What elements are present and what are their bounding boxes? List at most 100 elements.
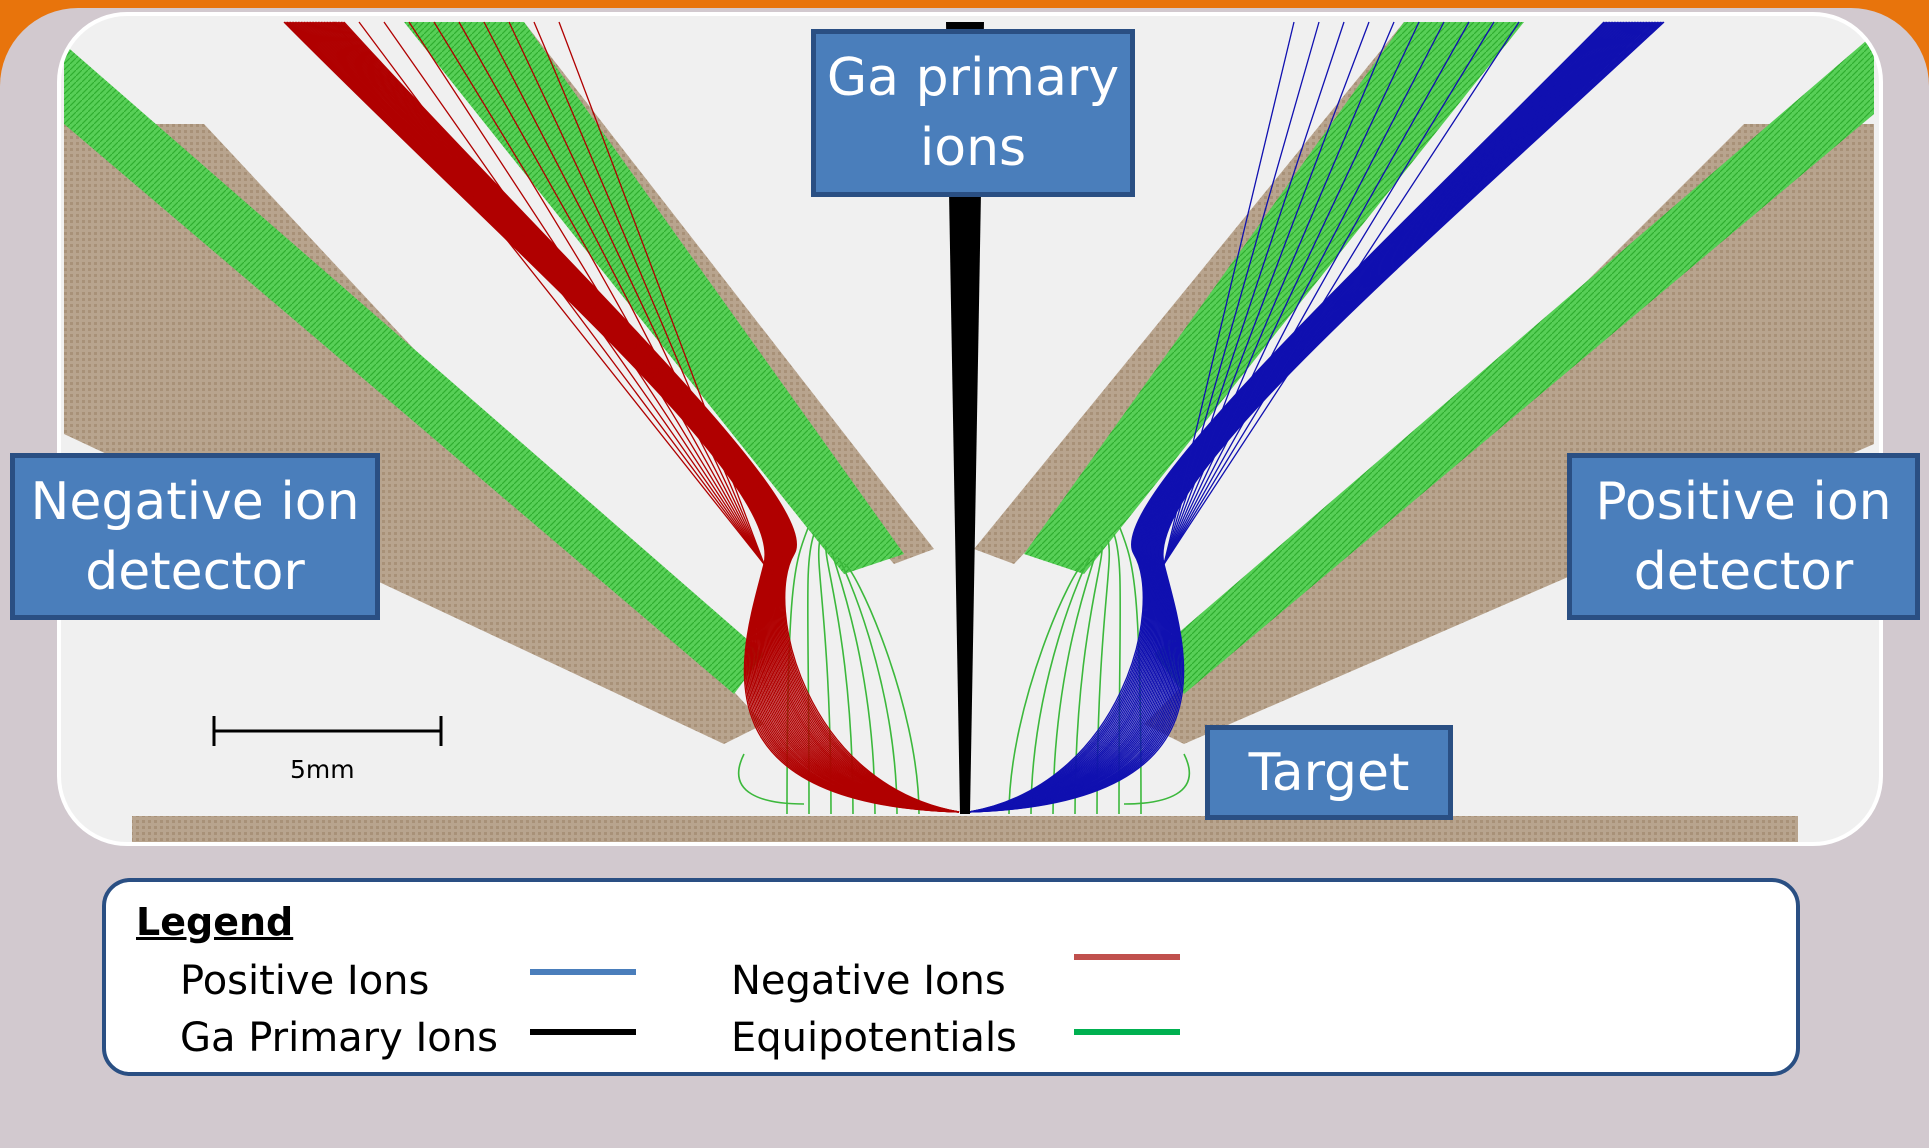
positive-ion-trajectory [968,21,1639,813]
negative-ion-trajectory [329,21,960,813]
negative-ion-trajectory [318,21,960,813]
negative-ion-trajectory [285,21,960,813]
equipotential-right-outer [1154,34,1874,694]
negative-ion-trajectory [326,21,960,813]
equipotential-left-inner [404,22,904,574]
negative-ion-trajectory [335,21,960,813]
legend-swatch-negative-ions [1074,954,1180,960]
positive-ion-trajectory [1163,21,1370,565]
negative-ion-trajectory [303,21,960,813]
ga-primary-ions-label: Ga primary ions [811,29,1135,197]
positive-ion-trajectory [968,21,1622,813]
legend-label-negative-ions: Negative Ions [731,958,1006,1004]
positive-ion-trajectory [968,21,1630,813]
positive-ion-trajectory [1163,21,1520,565]
electrode-right-outer [1144,124,1874,744]
positive-ion-trajectory [968,21,1660,813]
positive-ion-trajectory [968,21,1654,813]
negative-ion-trajectory [533,21,765,565]
negative-ion-trajectory [343,21,960,813]
positive-ion-trajectory [968,21,1628,813]
positive-ion-trajectory [1163,21,1395,565]
negative-ion-trajectory [312,21,960,813]
negative-ion-trajectory [295,21,960,813]
negative-ion-trajectory [325,21,960,813]
positive-ion-trajectory [968,21,1636,813]
positive-ion-trajectory [1163,21,1495,565]
positive-ion-trajectory [968,21,1631,813]
simulation-panel [57,12,1883,846]
negative-ion-trajectory [383,21,765,565]
negative-ion-trajectory [558,21,765,565]
legend: Legend Positive Ions Ga Primary Ions Neg… [102,878,1800,1076]
negative-ion-trajectory [483,21,765,565]
negative-ion-trajectory [283,21,960,813]
positive-ion-trajectory [968,21,1611,813]
positive-ion-trajectory [1163,21,1470,565]
positive-ion-trajectory [968,21,1648,813]
positive-ion-trajectory [968,21,1640,813]
negative-ion-trajectory [340,21,960,813]
negative-ion-trajectory [408,21,765,565]
negative-ion-trajectory [308,21,960,813]
negative-ion-detector-label: Negative ion detector [10,453,380,620]
negative-ion-trajectory [338,21,960,813]
legend-swatch-equipotentials [1074,1029,1180,1035]
positive-ion-trajectory [968,21,1614,813]
negative-ion-trajectory [331,21,960,813]
ga-primary-ion-beam [946,22,984,814]
negative-ion-trajectory [323,21,960,813]
legend-title: Legend [136,900,294,944]
positive-ion-trajectory [968,21,1653,813]
positive-ion-trajectory [968,21,1625,813]
positive-ion-detector-label: Positive ion detector [1567,453,1920,620]
negative-ion-trajectory [306,21,960,813]
positive-ion-trajectory [968,21,1620,813]
electrode-left-outer [64,124,764,744]
equipotential-line [843,563,920,815]
negative-ion-trajectory [508,21,765,565]
equipotential-bands [64,22,1874,694]
positive-ion-trajectory [968,21,1645,813]
negative-ion-trajectory [321,21,960,813]
positive-ion-trajectory [1163,21,1345,565]
positive-ion-trajectory [968,21,1646,813]
legend-label-equipotentials: Equipotentials [731,1015,1017,1061]
negative-ion-trajectory [292,21,960,813]
legend-label-ga-primary-ions: Ga Primary Ions [180,1015,498,1061]
negative-ion-trajectory [297,21,960,813]
equipotential-line [737,753,805,805]
positive-ion-trajectory [968,21,1607,813]
equipotential-line [1030,557,1091,815]
equipotential-line [1052,551,1097,815]
legend-swatch-positive-ions [530,969,636,975]
positive-ion-trajectory [968,21,1663,813]
positive-ion-trajectory [968,21,1613,813]
negative-ion-trajectory [458,21,765,565]
positive-ion-trajectory [1163,21,1445,565]
negative-ion-trajectory [291,21,960,813]
negative-ion-trajectory [309,21,960,813]
negative-ion-trajectory [315,21,960,813]
positive-ion-trajectory [968,21,1657,813]
positive-ion-trajectory [968,21,1610,813]
negative-ion-trajectory [300,21,960,813]
equipotential-left-outer [64,44,764,694]
target-plate [132,816,1798,842]
equipotential-right-inner [1024,22,1524,574]
positive-ion-trajectory [968,21,1662,813]
negative-ion-trajectory [314,21,960,813]
positive-ion-trajectory [1163,21,1295,565]
negative-ion-trajectory [298,21,960,813]
equipotential-line [1123,753,1191,805]
equipotential-line [825,545,854,815]
negative-ion-trajectory [328,21,960,813]
positive-ion-trajectory [968,21,1656,813]
legend-label-positive-ions: Positive Ions [180,958,430,1004]
negative-ion-trajectory [294,21,960,813]
negative-ion-trajectory [341,21,960,813]
positive-ion-trajectory [968,21,1634,813]
positive-ion-trajectory [968,21,1665,813]
positive-ion-trajectory [968,21,1643,813]
positive-ion-trajectory [968,21,1608,813]
